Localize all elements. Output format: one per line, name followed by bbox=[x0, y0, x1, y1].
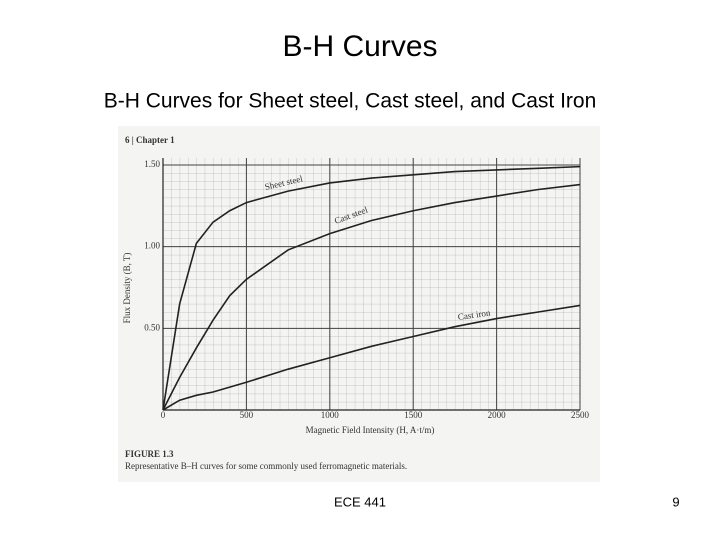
y-tick-label: 1.00 bbox=[144, 241, 160, 251]
y-tick-label: 1.50 bbox=[144, 159, 160, 169]
x-tick-label: 2500 bbox=[571, 410, 590, 420]
slide-subtitle: B-H Curves for Sheet steel, Cast steel, … bbox=[104, 90, 597, 113]
series-label: Cast iron bbox=[457, 307, 491, 322]
footer: ECE 441 bbox=[334, 494, 386, 509]
chart-header: 6 | Chapter 1 bbox=[125, 135, 175, 145]
line bbox=[162, 183, 581, 411]
x-tick-label: 1000 bbox=[321, 410, 340, 420]
slide-title: B-H Curves bbox=[282, 30, 437, 63]
minor-grid bbox=[163, 158, 580, 410]
line bbox=[162, 165, 581, 411]
x-axis-label: Magnetic Field Intensity (H, A·t/m) bbox=[306, 425, 435, 435]
y-axis-label: Flux Density (B, T) bbox=[122, 253, 132, 324]
x-tick-label: 2000 bbox=[488, 410, 507, 420]
x-tick-label: 1500 bbox=[404, 410, 423, 420]
figure-label: FIGURE 1.3 bbox=[125, 449, 174, 459]
x-tick-label: 0 bbox=[161, 410, 166, 420]
figure-caption: Representative B–H curves for some commo… bbox=[125, 461, 407, 471]
y-tick-label: 0.50 bbox=[144, 322, 160, 332]
x-tick-label: 500 bbox=[240, 410, 254, 420]
page-number: 9 bbox=[672, 494, 679, 509]
line bbox=[162, 304, 581, 411]
